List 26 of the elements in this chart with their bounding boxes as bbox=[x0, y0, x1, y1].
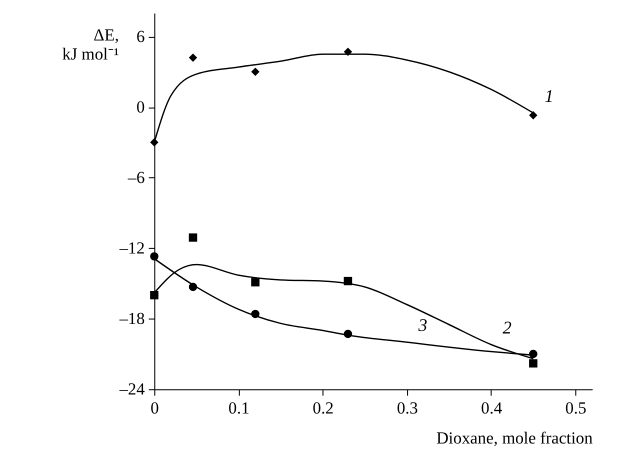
y-tick-label: –6 bbox=[126, 168, 145, 188]
annotation: 1 bbox=[544, 86, 554, 106]
point bbox=[150, 252, 158, 261]
y-tick-label: 0 bbox=[136, 98, 145, 117]
point bbox=[529, 111, 538, 120]
x-axis-title: Dioxane, mole fraction bbox=[436, 428, 594, 448]
x-tick-label: 0.1 bbox=[228, 398, 250, 418]
point bbox=[251, 278, 260, 286]
point bbox=[150, 138, 158, 146]
point bbox=[188, 54, 198, 62]
x-tick-label: 0.3 bbox=[396, 398, 418, 418]
y-tick-label: –24 bbox=[118, 380, 146, 399]
point bbox=[251, 68, 260, 76]
point bbox=[188, 233, 198, 242]
x-tick-label: 0.5 bbox=[565, 398, 586, 418]
point bbox=[150, 291, 158, 300]
x-tick-label: 0 bbox=[150, 398, 159, 418]
y-tick-label: –18 bbox=[118, 309, 145, 328]
annotation: 3 bbox=[417, 315, 428, 336]
y-tick-label: –12 bbox=[118, 238, 145, 258]
annotation: 2 bbox=[502, 318, 512, 338]
x-tick-label: 0.2 bbox=[312, 398, 334, 418]
y-axis-title: ΔE, kJ mol⁻¹ bbox=[62, 25, 119, 64]
point bbox=[529, 359, 538, 368]
y-tick-label: 6 bbox=[136, 27, 145, 46]
x-tick-label: 0.4 bbox=[481, 398, 503, 418]
